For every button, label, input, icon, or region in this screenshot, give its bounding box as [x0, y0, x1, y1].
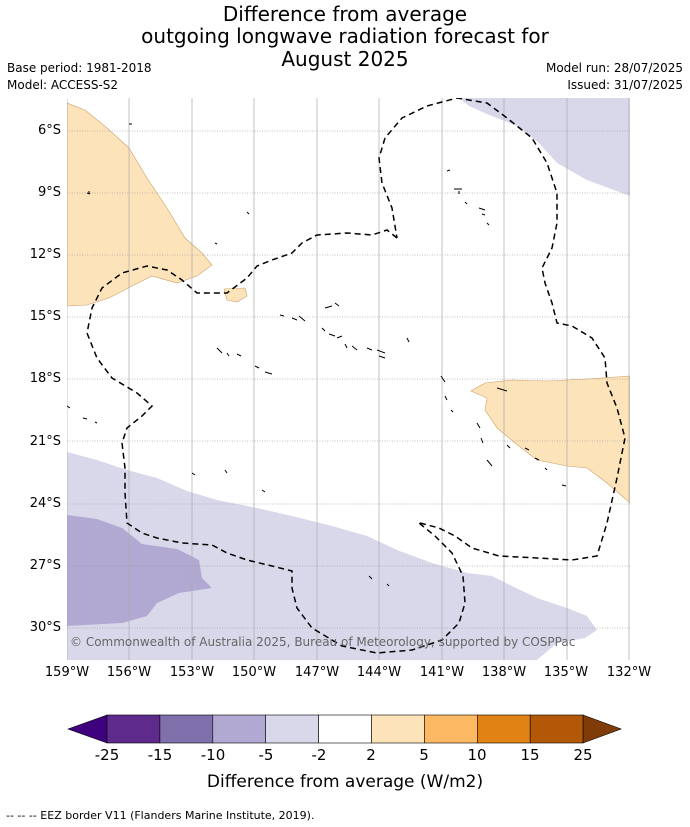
chart-title-line-1: Difference from average: [222, 2, 468, 26]
model-label: Model: ACCESS-S2: [7, 78, 119, 92]
lat-label-15s: 15°S: [29, 309, 61, 324]
colorbar-swatch: [371, 714, 425, 744]
lat-label-18s: 18°S: [29, 371, 61, 386]
lon-label-135w: 135°W: [543, 665, 589, 680]
lat-label-12s: 12°S: [29, 247, 61, 262]
colorbar-swatch: [159, 714, 214, 744]
colorbar-swatch: [106, 714, 161, 744]
lon-label-159w: 159°W: [44, 665, 90, 680]
lat-label-24s: 24°S: [29, 496, 61, 511]
colorbar-label-m2: -2: [311, 746, 327, 764]
lon-label-156w: 156°W: [106, 665, 152, 680]
lon-label-147w: 147°W: [294, 665, 340, 680]
lon-label-153w: 153°W: [169, 665, 215, 680]
lat-label-6s: 6°S: [37, 123, 61, 138]
lon-label-141w: 141°W: [419, 665, 465, 680]
colorbar-label-5: 5: [419, 746, 429, 764]
colorbar-label-m10: -10: [200, 746, 226, 764]
colorbar-label-10: 10: [467, 746, 487, 764]
base-period-label: Base period: 1981-2018: [7, 61, 152, 75]
eez-border-footnote: -- -- -- EEZ border V11 (Flanders Marine…: [6, 809, 315, 822]
colorbar-label-2: 2: [366, 746, 376, 764]
lon-label-150w: 150°W: [231, 665, 277, 680]
issued-label: Issued: 31/07/2025: [567, 78, 683, 92]
lat-label-27s: 27°S: [29, 558, 61, 573]
positive-anomaly-southeast: [470, 375, 630, 504]
moderate-negative-anomaly: [67, 515, 212, 626]
colorbar-extend-low: [67, 714, 108, 744]
colorbar-swatch: [529, 714, 584, 744]
longitude-gridlines: [67, 98, 630, 660]
colorbar-swatch: [318, 714, 372, 744]
colorbar-label-m25: -25: [94, 746, 120, 764]
chart-title-line-3: August 2025: [281, 47, 409, 71]
colorbar-label-m15: -15: [147, 746, 173, 764]
lon-label-144w: 144°W: [356, 665, 402, 680]
lon-label-132w: 132°W: [606, 665, 652, 680]
lat-label-30s: 30°S: [29, 620, 61, 635]
eez-borders: [86, 98, 626, 654]
islands: [67, 123, 567, 587]
colorbar-label-m5: -5: [258, 746, 274, 764]
positive-anomaly-northwest: [67, 102, 213, 307]
lat-label-9s: 9°S: [37, 185, 61, 200]
colorbar-swatch: [476, 714, 531, 744]
colorbar-swatch: [212, 714, 267, 744]
colorbar-swatch: [265, 714, 319, 744]
map-svg: © Commonwealth of Australia 2025, Bureau…: [67, 98, 630, 660]
colorbar-label-15: 15: [520, 746, 540, 764]
colorbar-title: Difference from average (W/m2): [206, 772, 484, 792]
copyright-text: © Commonwealth of Australia 2025, Bureau…: [70, 635, 575, 649]
colorbar-label-25: 25: [573, 746, 593, 764]
model-run-label: Model run: 28/07/2025: [545, 61, 683, 75]
map-area: © Commonwealth of Australia 2025, Bureau…: [67, 98, 630, 660]
colorbar-extend-high: [582, 714, 622, 744]
chart-title-line-2: outgoing longwave radiation forecast for: [141, 24, 549, 48]
colorbar: [67, 714, 622, 744]
lat-label-21s: 21°S: [29, 434, 61, 449]
colorbar-swatch: [424, 714, 478, 744]
negative-anomaly-northeast: [459, 98, 630, 196]
lon-label-138w: 138°W: [481, 665, 527, 680]
positive-anomaly-islet: [223, 287, 248, 303]
